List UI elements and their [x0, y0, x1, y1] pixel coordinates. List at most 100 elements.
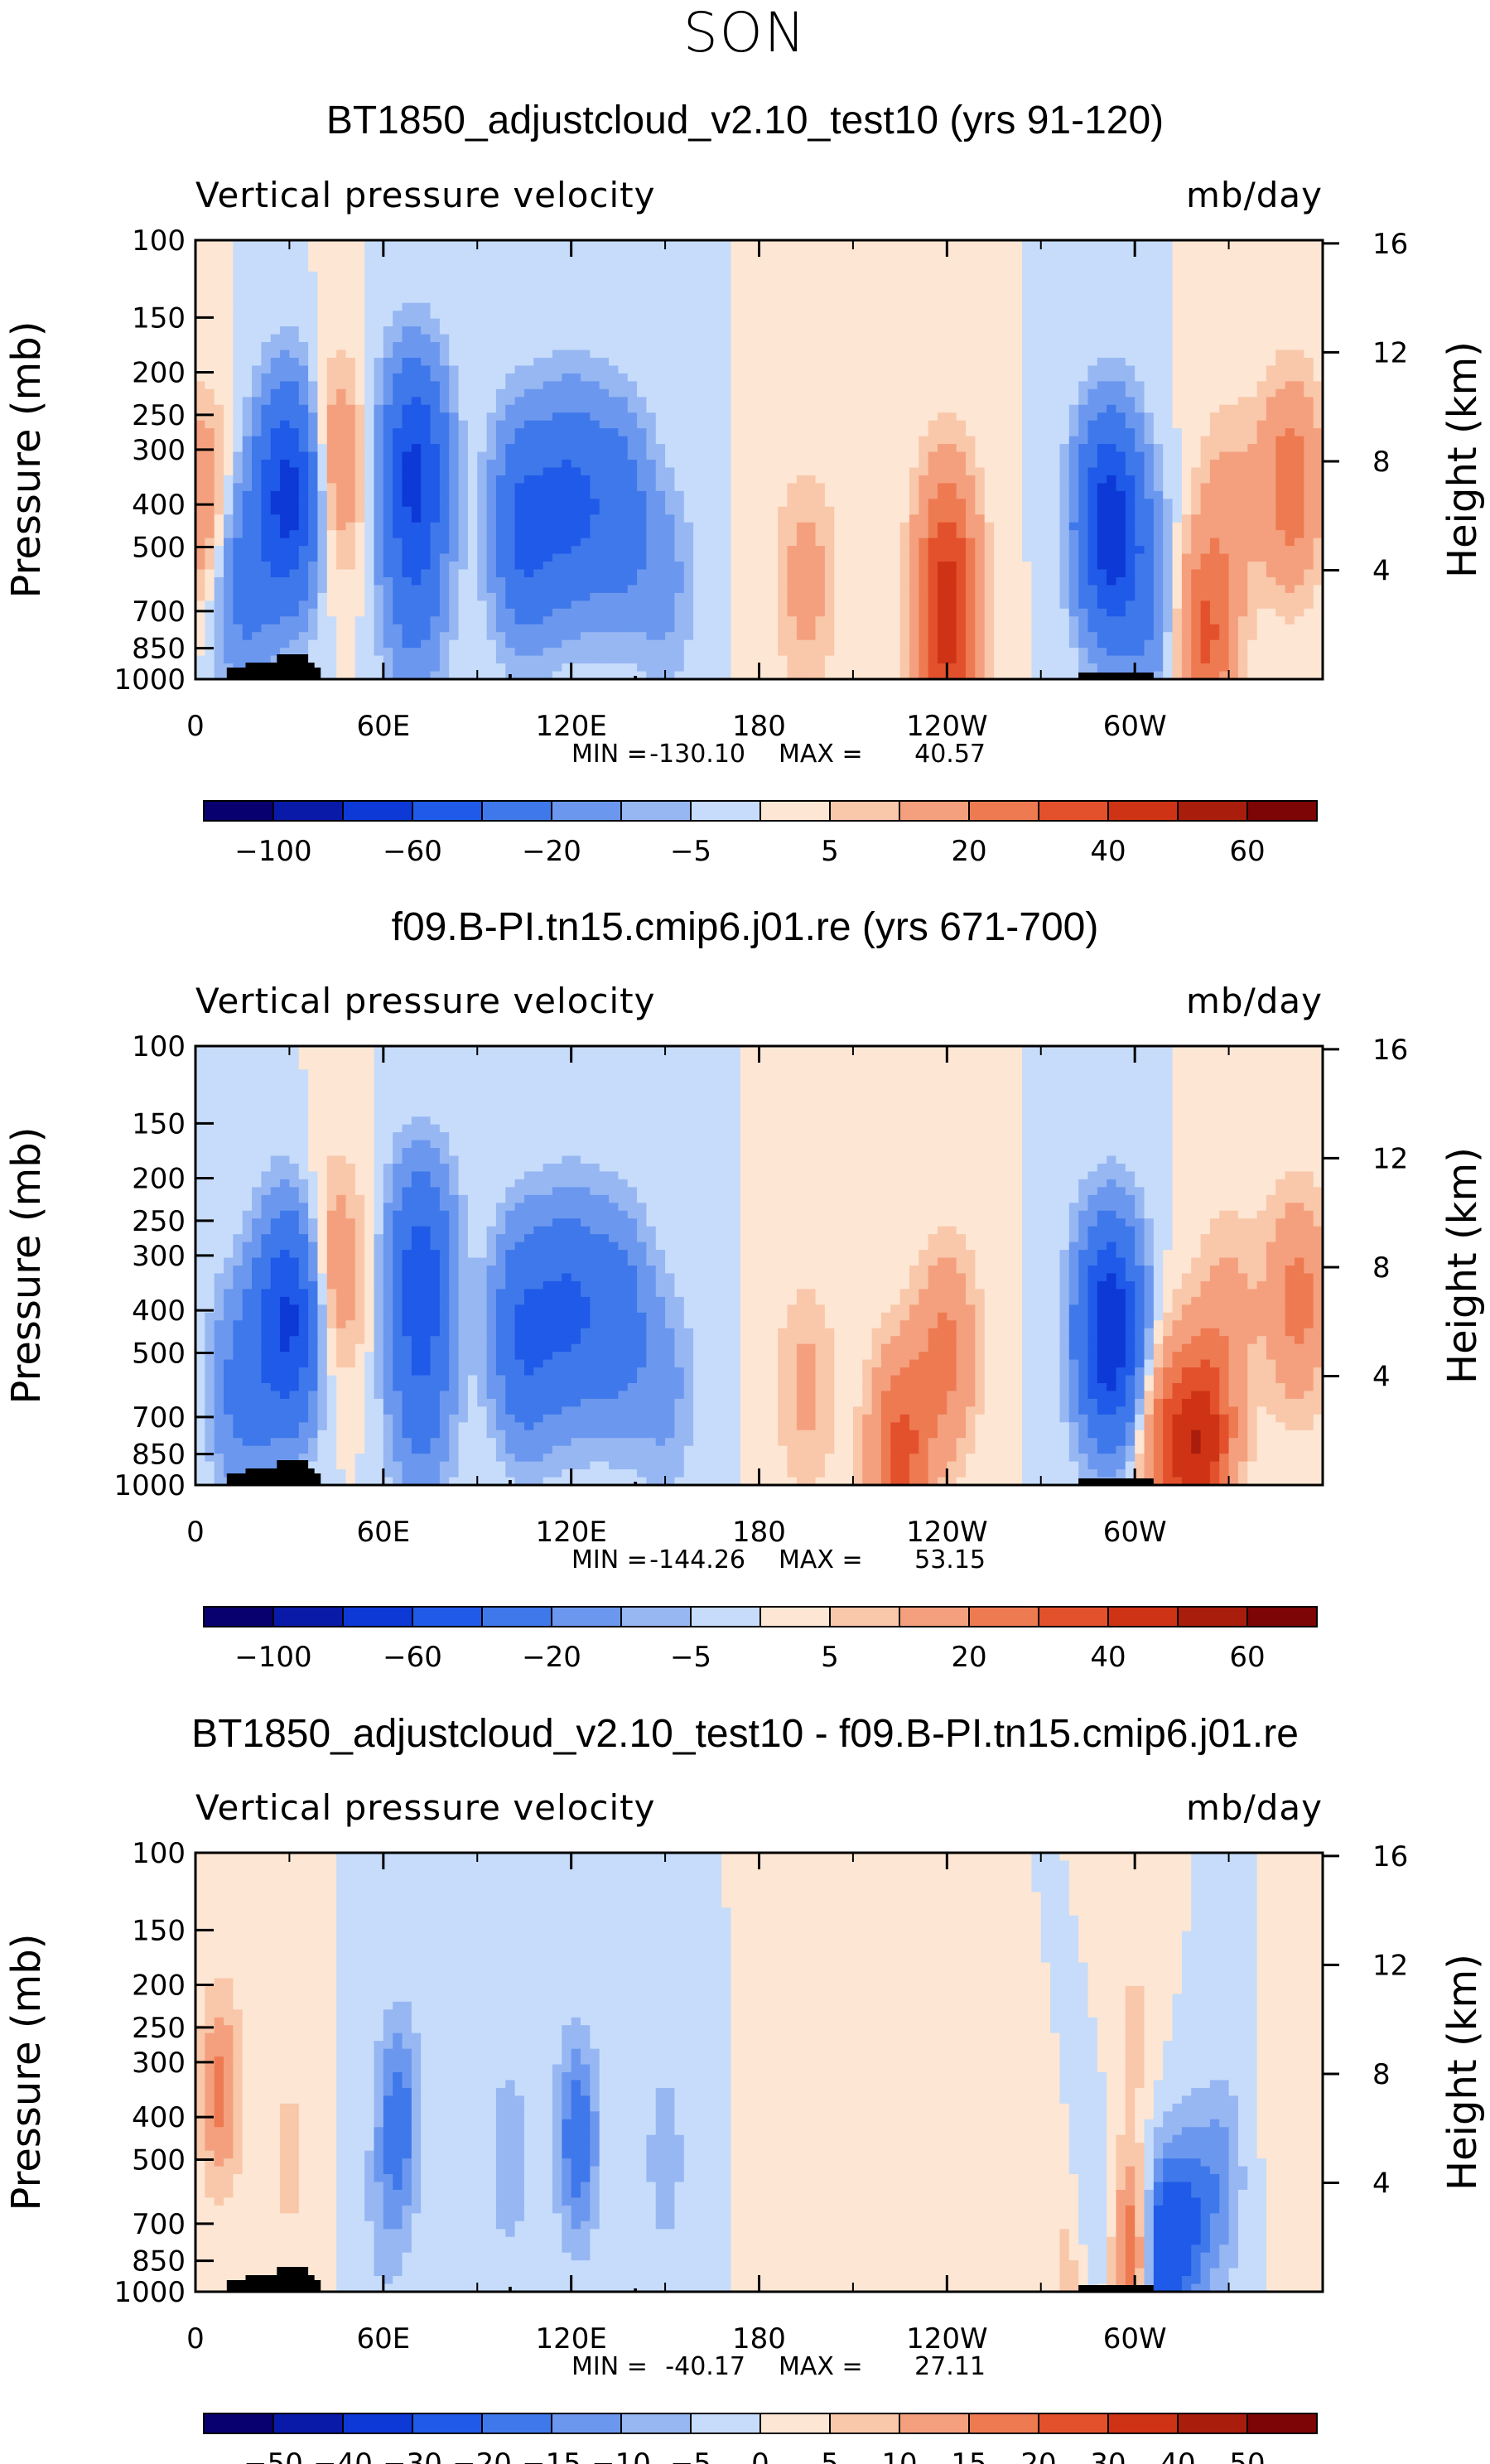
contour-cell [1219, 302, 1230, 311]
contour-cell [486, 522, 497, 531]
contour-cell [571, 248, 581, 257]
contour-cell [374, 506, 384, 515]
contour-cell [581, 553, 591, 562]
contour-cell [495, 420, 506, 429]
contour-cell [1144, 436, 1155, 445]
contour-cell [909, 506, 919, 515]
contour-cell [364, 436, 375, 445]
contour-cell [562, 311, 572, 320]
contour-cell [665, 334, 676, 343]
contour-cell [1256, 263, 1267, 272]
contour-cell [326, 388, 337, 398]
contour-cell [890, 287, 901, 296]
contour-cell [242, 373, 253, 382]
contour-cell [571, 538, 581, 547]
contour-cell [317, 475, 328, 484]
contour-cell [1275, 490, 1286, 499]
contour-cell [796, 302, 807, 311]
contour-cell [1209, 412, 1220, 422]
contour-cell [919, 412, 929, 422]
contour-cell [1116, 334, 1126, 343]
contour-cell [843, 404, 854, 413]
contour-cell [1087, 326, 1098, 335]
contour-cell [326, 444, 337, 453]
contour-cell [523, 311, 534, 320]
contour-cell [665, 451, 676, 460]
contour-cell [1040, 475, 1051, 484]
contour-cell [1191, 263, 1202, 272]
contour-cell [383, 490, 393, 499]
contour-cell [880, 302, 891, 311]
contour-cell [411, 365, 422, 374]
contour-cell [1144, 334, 1155, 343]
contour-cell [402, 271, 412, 280]
contour-cell [646, 538, 657, 547]
contour-cell [1275, 240, 1286, 249]
contour-cell [242, 311, 253, 320]
contour-cell [1050, 428, 1061, 437]
contour-cell [721, 255, 732, 264]
contour-cell [308, 318, 319, 327]
contour-cell [919, 271, 929, 280]
contour-cell [956, 295, 967, 304]
contour-cell [374, 365, 384, 374]
contour-cell [806, 444, 817, 453]
contour-cell [1294, 357, 1304, 367]
contour-cell [609, 506, 619, 515]
contour-cell [1078, 350, 1089, 359]
contour-cell [383, 475, 393, 484]
contour-cell [1219, 506, 1230, 515]
contour-cell [421, 467, 432, 476]
contour-cell [280, 483, 291, 492]
contour-cell [242, 381, 253, 390]
contour-cell [1144, 538, 1155, 547]
contour-cell [308, 420, 319, 429]
contour-cell [233, 483, 244, 492]
contour-cell [486, 490, 497, 499]
contour-cell [326, 499, 337, 508]
contour-cell [834, 255, 845, 264]
contour-cell [711, 334, 722, 343]
contour-cell [477, 546, 488, 555]
contour-cell [778, 404, 788, 413]
contour-cell [505, 255, 516, 264]
contour-cell [880, 467, 891, 476]
contour-cell [721, 538, 732, 547]
contour-cell [261, 271, 272, 280]
contour-cell [1107, 357, 1117, 367]
contour-cell [994, 365, 1004, 374]
contour-cell [646, 514, 657, 523]
contour-cell [1228, 428, 1239, 437]
contour-cell [421, 420, 432, 429]
contour-cell [928, 397, 938, 406]
contour-cell [937, 295, 948, 304]
contour-cell [1304, 483, 1314, 492]
contour-cell [1209, 271, 1220, 280]
contour-cell [298, 522, 309, 531]
contour-cell [919, 357, 929, 367]
contour-cell [467, 530, 478, 539]
contour-cell [393, 506, 403, 515]
contour-cell [627, 562, 638, 571]
contour-cell [402, 334, 412, 343]
contour-cell [298, 412, 309, 422]
contour-cell [655, 506, 666, 515]
contour-cell [627, 428, 638, 437]
contour-cell [1125, 444, 1136, 453]
contour-cell [966, 436, 976, 445]
contour-cell [1125, 397, 1136, 406]
contour-cell [711, 357, 722, 367]
contour-cell [458, 287, 469, 296]
contour-cell [871, 460, 882, 469]
contour-cell [1078, 460, 1089, 469]
contour-cell [374, 412, 384, 422]
contour-cell [787, 428, 798, 437]
contour-cell [374, 255, 384, 264]
contour-cell [759, 530, 769, 539]
contour-cell [523, 342, 534, 351]
contour-cell [1181, 475, 1192, 484]
contour-cell [505, 240, 516, 249]
contour-cell [477, 553, 488, 562]
contour-cell [880, 240, 891, 249]
